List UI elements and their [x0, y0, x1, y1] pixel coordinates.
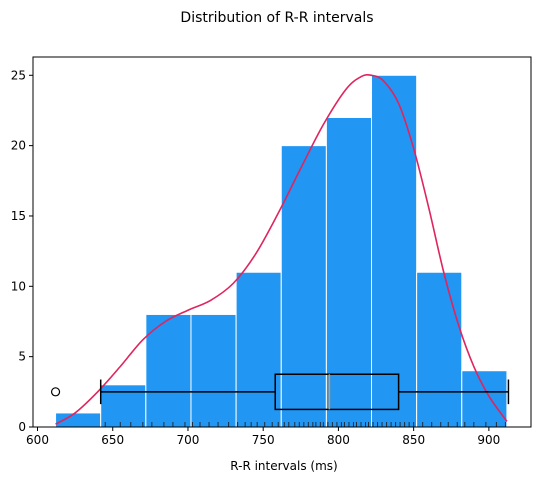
- x-tick-label: 700: [177, 433, 200, 447]
- x-tick-label: 650: [101, 433, 124, 447]
- boxplot-box: [274, 373, 400, 411]
- histogram-bar: [416, 271, 463, 428]
- y-axis-ticks: 0 5 10 15 20 25: [11, 68, 33, 434]
- boxplot: [50, 373, 510, 411]
- histogram-bar: [461, 370, 508, 428]
- chart-title: Distribution of R-R intervals: [180, 10, 373, 26]
- axes: [32, 56, 532, 428]
- x-tick-label: 850: [402, 433, 425, 447]
- histogram-bar: [325, 116, 373, 428]
- histogram-bars: [55, 74, 508, 428]
- x-axis-label: R-R intervals (ms): [230, 459, 337, 473]
- x-tick-label: 600: [26, 433, 49, 447]
- x-tick-label: 900: [477, 433, 500, 447]
- x-tick-label: 750: [252, 433, 275, 447]
- rug-marks: [104, 422, 506, 427]
- plot-frame: [32, 56, 532, 428]
- x-tick-label: 800: [327, 433, 350, 447]
- histogram-bar: [145, 313, 192, 428]
- y-tick-label: 15: [11, 209, 26, 223]
- histogram-bar: [190, 313, 237, 428]
- histogram-bar: [235, 271, 282, 428]
- y-tick-label: 0: [18, 420, 26, 434]
- y-tick-label: 25: [11, 68, 26, 82]
- x-axis-ticks: 600 650 700 750 800 850 900: [26, 427, 500, 447]
- histogram-bar: [280, 145, 327, 428]
- kde-curve-group: [55, 74, 508, 425]
- boxplot-outlier: [50, 387, 61, 397]
- y-tick-label: 20: [11, 139, 26, 153]
- kde-curve: [55, 74, 508, 425]
- y-tick-label: 5: [18, 350, 26, 364]
- y-tick-label: 10: [11, 279, 26, 293]
